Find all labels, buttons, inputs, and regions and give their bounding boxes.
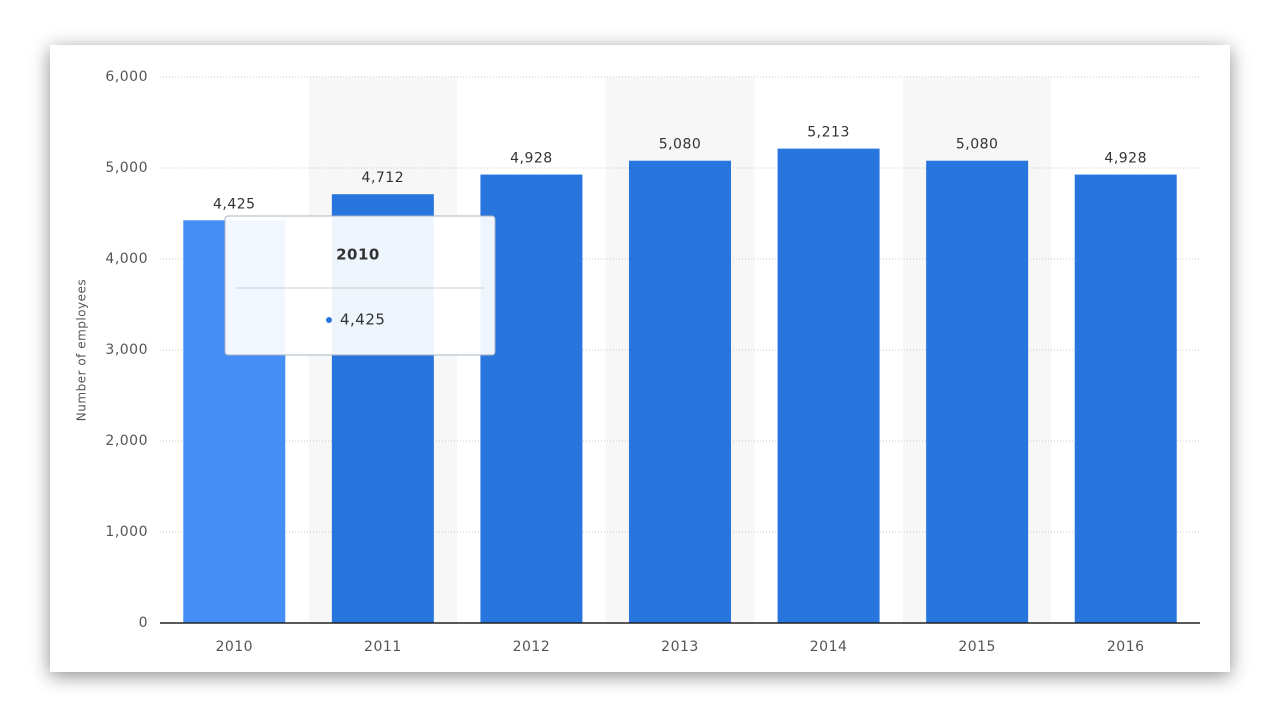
value-label: 5,213 (807, 125, 850, 141)
x-tick-label: 2016 (1107, 639, 1145, 655)
tooltip-box (224, 215, 496, 356)
x-tick-label: 2013 (661, 639, 699, 655)
y-axis-label: Number of employees (75, 279, 89, 421)
y-tick-label: 3,000 (105, 342, 148, 358)
y-tick-label: 2,000 (105, 433, 148, 449)
y-tick-label: 4,000 (105, 251, 148, 267)
x-tick-label: 2015 (958, 639, 996, 655)
tooltip-dot (326, 317, 332, 323)
x-tick-label: 2011 (364, 639, 402, 655)
value-label: 5,080 (956, 137, 999, 153)
x-tick-label: 2010 (215, 639, 253, 655)
tooltip: 2010 4,425 (224, 215, 496, 356)
bar (926, 160, 1029, 623)
bar (777, 148, 880, 623)
y-tick-label: 6,000 (105, 69, 148, 85)
value-label: 4,712 (362, 170, 405, 186)
y-tick-label: 0 (139, 615, 148, 631)
tooltip-title: 2010 (336, 246, 380, 264)
y-tick-label: 1,000 (105, 524, 148, 540)
x-tick-label: 2014 (810, 639, 848, 655)
bar (629, 160, 731, 623)
value-label: 4,425 (213, 196, 256, 212)
bar (480, 174, 583, 623)
tooltip-value: 4,425 (340, 311, 385, 329)
bar (1074, 174, 1177, 623)
value-label: 5,080 (659, 137, 702, 153)
x-tick-label: 2012 (513, 639, 551, 655)
y-tick-label: 5,000 (105, 160, 148, 176)
value-label: 4,928 (510, 151, 553, 167)
value-label: 4,928 (1104, 151, 1147, 167)
